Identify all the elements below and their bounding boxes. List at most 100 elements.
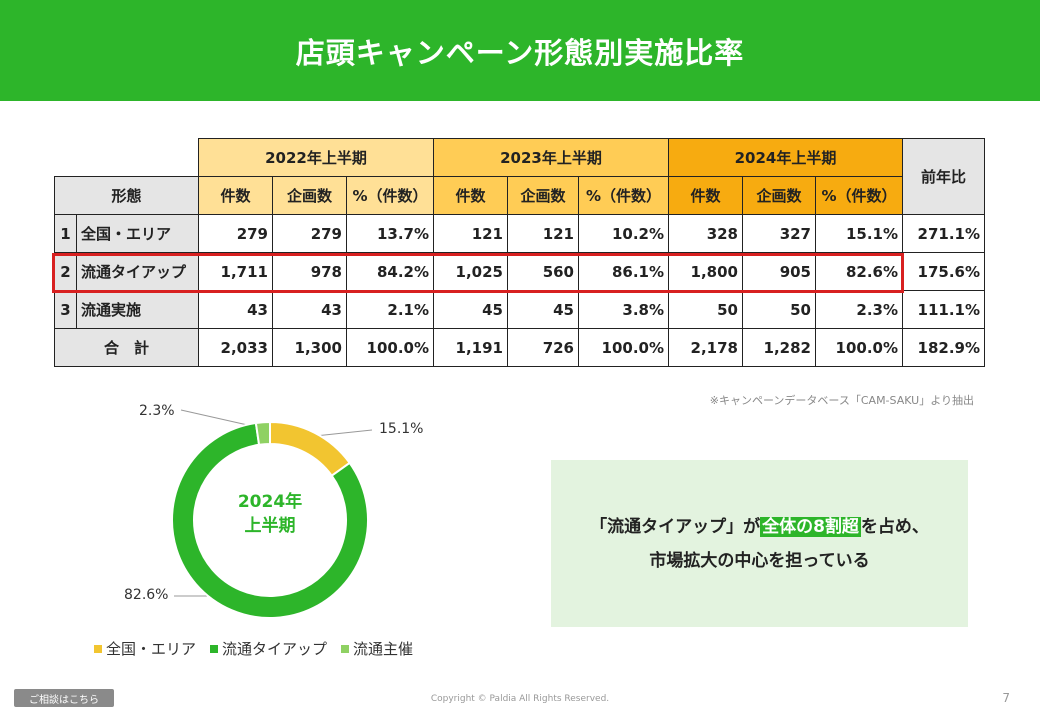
center-label-line2: 上半期 — [244, 516, 296, 536]
chart-legend: 全国・エリア 流通タイアップ 流通主催 — [94, 638, 413, 659]
cell: 86.1% — [578, 252, 669, 291]
legend-item: 全国・エリア — [94, 638, 196, 659]
sub-header-count: 件数 — [668, 176, 743, 215]
sub-header-plans: 企画数 — [272, 176, 347, 215]
cell: 43 — [272, 290, 347, 329]
donut-slice-1 — [171, 421, 369, 619]
cell: 279 — [198, 214, 273, 253]
table-row: 2 流通タイアップ 1,711 978 84.2% 1,025 560 86.1… — [54, 252, 985, 291]
legend-swatch — [341, 644, 350, 653]
yoy-cell: 175.6% — [902, 252, 985, 291]
message-highlight: 全体の8割超 — [760, 516, 861, 537]
cell: 560 — [507, 252, 579, 291]
campaign-type-table: 2022年上半期 2023年上半期 2024年上半期 前年比 形態 件数 企画数… — [54, 138, 985, 367]
year-header-2023: 2023年上半期 — [433, 138, 669, 177]
cell: 978 — [272, 252, 347, 291]
year-header-2022: 2022年上半期 — [198, 138, 434, 177]
source-note: ※キャンペーンデータベース「CAM-SAKU」より抽出 — [709, 394, 974, 407]
page-number: 7 — [1002, 691, 1010, 705]
legend-swatch — [94, 644, 102, 653]
cell: 1,191 — [433, 328, 508, 367]
cell: 2.1% — [346, 290, 434, 329]
cell: 2,178 — [668, 328, 743, 367]
message-line1: 「流通タイアップ」が 全体の8割超 を占め、 — [590, 510, 929, 544]
donut-center-label: 2024年 上半期 — [160, 490, 380, 538]
sub-header-percent: %（件数） — [815, 176, 903, 215]
message-suffix: を占め、 — [860, 516, 929, 537]
page-title: 店頭キャンペーン形態別実施比率 — [0, 0, 1040, 101]
cell: 10.2% — [578, 214, 669, 253]
cell: 121 — [507, 214, 579, 253]
cell: 327 — [742, 214, 816, 253]
donut-slice-2 — [254, 420, 271, 446]
cell: 1,800 — [668, 252, 743, 291]
yoy-cell: 271.1% — [902, 214, 985, 253]
consult-button[interactable]: ご相談はこちら — [14, 689, 114, 707]
sub-header-count: 件数 — [198, 176, 273, 215]
legend-label: 流通主催 — [353, 640, 414, 658]
cell: 905 — [742, 252, 816, 291]
cell: 3.8% — [578, 290, 669, 329]
cell: 328 — [668, 214, 743, 253]
table-row: 3 流通実施 43 43 2.1% 45 45 3.8% 50 50 2.3% … — [54, 290, 985, 329]
type-header: 形態 — [54, 176, 199, 215]
cell: 1,711 — [198, 252, 273, 291]
row-label: 流通実施 — [76, 290, 199, 329]
cell: 15.1% — [815, 214, 903, 253]
sub-header-count: 件数 — [433, 176, 508, 215]
row-label: 流通タイアップ — [76, 252, 199, 291]
total-row: 合 計 2,033 1,300 100.0% 1,191 726 100.0% … — [54, 328, 985, 367]
year-header-row: 2022年上半期 2023年上半期 2024年上半期 前年比 — [54, 138, 985, 215]
cell: 279 — [272, 214, 347, 253]
message-line2: 市場拡大の中心を担っている — [649, 550, 870, 571]
cell: 726 — [507, 328, 579, 367]
slice-label-tieup: 82.6% — [124, 587, 169, 603]
cell: 100.0% — [578, 328, 669, 367]
cell: 45 — [507, 290, 579, 329]
sub-header-plans: 企画数 — [507, 176, 579, 215]
yoy-cell: 111.1% — [902, 290, 985, 329]
cell: 121 — [433, 214, 508, 253]
key-message-box: 「流通タイアップ」が 全体の8割超 を占め、 市場拡大の中心を担っている — [551, 460, 968, 627]
row-number: 1 — [54, 214, 77, 253]
cell: 1,282 — [742, 328, 816, 367]
sub-header-row: 形態 件数 企画数 %（件数） 件数 企画数 %（件数） 件数 企画数 %（件数… — [54, 176, 985, 215]
sub-header-plans: 企画数 — [742, 176, 816, 215]
cell: 84.2% — [346, 252, 434, 291]
copyright: Copyright © Paldia All Rights Reserved. — [430, 694, 610, 704]
cell: 100.0% — [346, 328, 434, 367]
sub-header-percent: %（件数） — [578, 176, 669, 215]
cell: 2,033 — [198, 328, 273, 367]
yoy-header: 前年比 — [902, 138, 985, 215]
cell: 100.0% — [815, 328, 903, 367]
legend-label: 全国・エリア — [106, 640, 197, 658]
cell: 43 — [198, 290, 273, 329]
legend-item: 流通主催 — [341, 638, 413, 659]
table-row: 1 全国・エリア 279 279 13.7% 121 121 10.2% 328… — [54, 214, 985, 253]
donut-slice-0 — [269, 420, 352, 478]
legend-swatch — [210, 644, 219, 653]
legend-label: 流通タイアップ — [222, 640, 328, 658]
slice-label-national-area: 15.1% — [379, 421, 424, 437]
legend-item: 流通タイアップ — [210, 638, 327, 659]
donut-chart: 2024年 上半期 — [160, 410, 380, 630]
center-label-line1: 2024年 — [237, 492, 303, 512]
row-number: 2 — [54, 252, 77, 291]
cell: 1,300 — [272, 328, 347, 367]
cell: 1,025 — [433, 252, 508, 291]
year-header-2024: 2024年上半期 — [668, 138, 903, 177]
row-label: 全国・エリア — [76, 214, 199, 253]
blank-corner — [54, 138, 199, 177]
cell: 82.6% — [815, 252, 903, 291]
cell: 50 — [742, 290, 816, 329]
message-prefix: 「流通タイアップ」が — [590, 516, 761, 537]
total-label: 合 計 — [54, 328, 199, 367]
cell: 45 — [433, 290, 508, 329]
donut-svg — [171, 420, 369, 619]
row-number: 3 — [54, 290, 77, 329]
cell: 2.3% — [815, 290, 903, 329]
yoy-cell: 182.9% — [902, 328, 985, 367]
slice-label-distribution-hosted: 2.3% — [139, 403, 175, 419]
sub-header-percent: %（件数） — [346, 176, 434, 215]
cell: 50 — [668, 290, 743, 329]
